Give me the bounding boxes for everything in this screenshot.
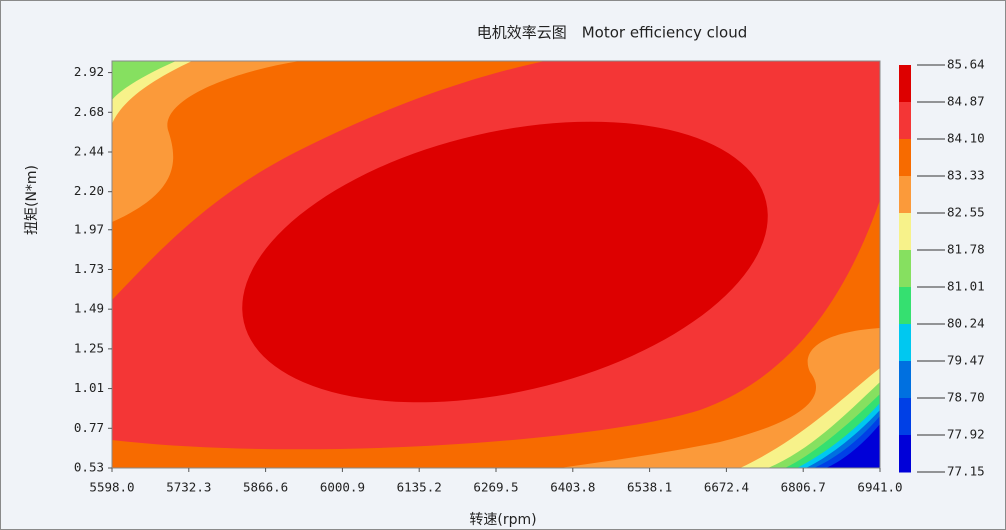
y-tick-label: 1.97 xyxy=(74,221,104,236)
x-tick-label: 6135.2 xyxy=(397,480,442,495)
plot-area: 5598.0 5732.3 5866.6 6000.9 6135.2 6269.5 6403… xyxy=(74,60,903,495)
y-tick-label: 1.49 xyxy=(74,301,104,316)
colorbar-swatch xyxy=(899,324,911,362)
x-tick-label: 6941.0 xyxy=(857,480,902,495)
colorbar-swatch xyxy=(899,250,911,288)
colorbar-label: 77.92 xyxy=(947,427,985,442)
x-tick-label: 6403.8 xyxy=(550,480,595,495)
colorbar-swatch xyxy=(899,435,911,473)
y-tick-label: 2.20 xyxy=(74,183,104,198)
colorbar-swatch xyxy=(899,287,911,325)
contour-region xyxy=(826,424,880,468)
colorbar-label: 83.33 xyxy=(947,168,985,183)
contour-region xyxy=(242,121,768,403)
colorbar-swatch xyxy=(899,398,911,436)
colorbar-label: 78.70 xyxy=(947,390,985,405)
x-axis-title: 转速(rpm) xyxy=(469,512,536,528)
x-tick-label: 5598.0 xyxy=(89,480,134,495)
chart-title: 电机效率云图 Motor efficiency cloud xyxy=(477,24,748,42)
contour-region xyxy=(112,61,300,222)
y-tick-label: 1.73 xyxy=(74,261,104,276)
colorbar-label: 82.55 xyxy=(947,205,985,220)
colorbar-swatch xyxy=(899,139,911,177)
colorbar-label: 84.10 xyxy=(947,131,985,146)
contour-region xyxy=(112,61,545,300)
colorbar-label: 81.01 xyxy=(947,279,985,294)
colorbar-swatch xyxy=(899,176,911,214)
y-tick-label: 2.92 xyxy=(74,64,104,79)
x-tick-label: 6538.1 xyxy=(627,480,672,495)
x-tick-label: 6000.9 xyxy=(320,480,365,495)
y-tick-label: 2.44 xyxy=(74,143,104,158)
y-tick-label: 0.77 xyxy=(74,420,104,435)
y-tick-label: 1.25 xyxy=(74,340,104,355)
colorbar-swatch xyxy=(899,65,911,103)
colorbar-label: 80.24 xyxy=(947,316,985,331)
x-tick-label: 6269.5 xyxy=(473,480,518,495)
x-tick-label: 5866.6 xyxy=(243,480,288,495)
x-tick-label: 6672.4 xyxy=(704,480,749,495)
colorbar-swatch xyxy=(899,102,911,140)
colorbar-swatch xyxy=(899,361,911,399)
colorbar-label: 79.47 xyxy=(947,353,985,368)
colorbar: 85.64 84.87 84.10 83.33 82.55 81.78 81.01 80.24… xyxy=(899,57,985,479)
colorbar-label: 77.15 xyxy=(947,464,985,479)
colorbar-label: 85.64 xyxy=(947,57,985,72)
contour-region xyxy=(112,61,176,100)
y-tick-label: 1.01 xyxy=(74,380,104,395)
y-axis-title: 扭矩(N*m) xyxy=(24,165,40,235)
y-tick-label: 2.68 xyxy=(74,104,104,119)
contour-fills xyxy=(112,61,880,468)
x-tick-label: 5732.3 xyxy=(166,480,211,495)
colorbar-label: 84.87 xyxy=(947,94,985,109)
x-tick-label: 6806.7 xyxy=(781,480,826,495)
colorbar-label: 81.78 xyxy=(947,242,985,257)
colorbar-swatch xyxy=(899,213,911,251)
y-tick-label: 0.53 xyxy=(74,460,104,475)
